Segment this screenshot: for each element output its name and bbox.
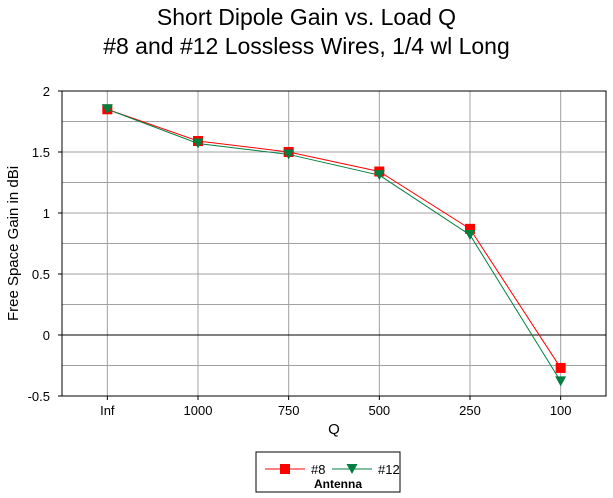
data-point-marker <box>346 464 358 474</box>
x-tick-label: Inf <box>100 403 115 418</box>
legend-label: #12 <box>378 462 400 477</box>
x-tick-label: 250 <box>459 403 481 418</box>
y-tick-label: 1 <box>43 206 50 221</box>
legend-item: #8 <box>265 462 325 477</box>
data-point-marker <box>280 464 290 474</box>
series-wire-12 <box>101 104 567 387</box>
x-tick-label: 1000 <box>184 403 213 418</box>
y-tick-label: 2 <box>43 84 50 99</box>
chart-subtitle: #8 and #12 Lossless Wires, 1/4 wl Long <box>103 33 510 59</box>
data-point-marker <box>101 104 113 115</box>
legend: #8 #12 Antenna <box>255 451 401 493</box>
legend-title: Antenna <box>314 477 362 491</box>
x-axis-label: Q <box>328 421 340 438</box>
series-line <box>107 108 562 369</box>
data-point-marker <box>464 229 476 240</box>
plot-area <box>61 90 607 397</box>
legend-item: #12 <box>332 462 400 477</box>
data-point-marker <box>555 362 566 373</box>
y-tick-label: -0.5 <box>28 389 50 404</box>
x-tick-label: 750 <box>278 403 300 418</box>
y-tick-label: 0.5 <box>32 267 50 282</box>
data-point-marker <box>192 138 204 149</box>
data-point-marker <box>555 376 567 387</box>
grid-lines <box>62 90 606 397</box>
series-group <box>101 104 567 387</box>
data-point-marker <box>373 170 385 181</box>
data-point-marker <box>283 149 295 160</box>
x-axis: Inf 1000 750 500 250 100 <box>100 396 572 418</box>
x-tick-label: 500 <box>368 403 390 418</box>
chart-title: Short Dipole Gain vs. Load Q <box>156 4 457 30</box>
data-point-marker <box>465 223 475 234</box>
y-tick-label: 1.5 <box>32 145 50 160</box>
x-tick-label: 100 <box>550 403 572 418</box>
y-tick-label: 0 <box>43 328 50 343</box>
series-line <box>107 108 562 382</box>
y-axis-label: Free Space Gain in dBi <box>5 166 22 321</box>
legend-label: #8 <box>311 462 325 477</box>
y-axis: 2 1.5 1 0.5 0 -0.5 <box>28 84 62 404</box>
series-wire-8 <box>102 104 566 373</box>
